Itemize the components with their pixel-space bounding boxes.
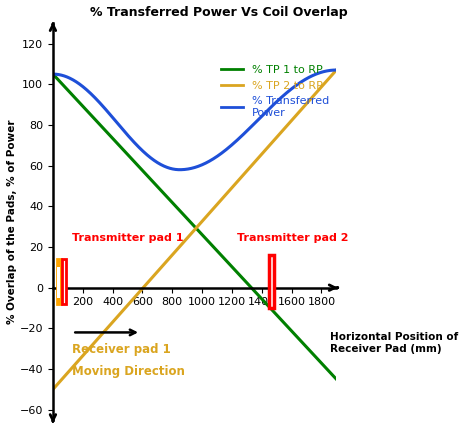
Line: % TP 1 to RP: % TP 1 to RP [53, 74, 336, 379]
% TP 2 to RP [270, 138, 276, 143]
FancyBboxPatch shape [269, 255, 274, 308]
% Transferred
Power [276, 97, 282, 102]
% Transferred
Power [244, 128, 250, 133]
FancyBboxPatch shape [56, 259, 61, 304]
FancyBboxPatch shape [62, 259, 66, 304]
% Transferred
Power [175, 167, 180, 172]
Text: % Transferred Power Vs Coil Overlap: % Transferred Power Vs Coil Overlap [90, 6, 347, 19]
% TP 1 to RP [244, 281, 250, 286]
% TP 2 to RP [50, 387, 56, 392]
% TP 2 to RP [333, 68, 338, 73]
Text: Moving Direction: Moving Direction [72, 365, 185, 378]
Legend: % TP 1 to RP, % TP 2 to RP, % Transferred
Power: % TP 1 to RP, % TP 2 to RP, % Transferre… [216, 60, 333, 122]
% TP 1 to RP [50, 71, 56, 77]
% TP 2 to RP [175, 246, 180, 251]
% Transferred
Power [164, 165, 170, 170]
Text: Transmitter pad 2: Transmitter pad 2 [237, 233, 348, 243]
Text: Receiver pad 1: Receiver pad 1 [72, 342, 171, 356]
% TP 1 to RP [333, 377, 338, 382]
Line: % Transferred
Power: % Transferred Power [53, 70, 336, 169]
Y-axis label: % Overlap of the Pads, % of Power: % Overlap of the Pads, % of Power [7, 119, 17, 324]
% Transferred
Power [50, 71, 56, 77]
Line: % TP 2 to RP: % TP 2 to RP [53, 70, 336, 389]
% TP 1 to RP [275, 315, 281, 320]
% Transferred
Power [79, 83, 84, 89]
% Transferred
Power [271, 101, 276, 107]
% TP 1 to RP [175, 206, 180, 211]
FancyBboxPatch shape [57, 268, 60, 298]
% TP 2 to RP [164, 258, 170, 263]
% TP 1 to RP [79, 103, 84, 108]
% TP 2 to RP [79, 354, 84, 360]
% Transferred
Power [333, 68, 338, 73]
% TP 2 to RP [275, 132, 281, 137]
% TP 1 to RP [164, 195, 170, 200]
Text: Transmitter pad 1: Transmitter pad 1 [72, 233, 183, 243]
Text: Horizontal Position of
Receiver Pad (mm): Horizontal Position of Receiver Pad (mm) [330, 333, 457, 354]
% Transferred
Power [176, 167, 182, 172]
% TP 2 to RP [244, 167, 250, 172]
% TP 1 to RP [270, 309, 276, 315]
